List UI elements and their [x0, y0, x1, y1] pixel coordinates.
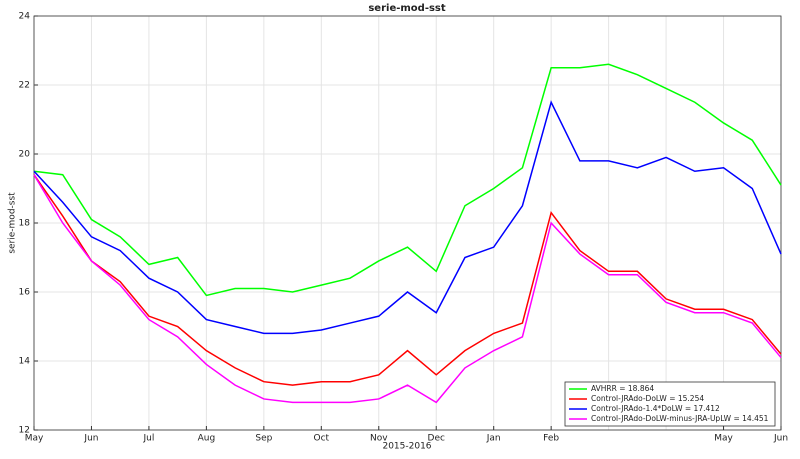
x-tick-label: Jun: [773, 434, 788, 444]
x-tick-label: Sep: [255, 434, 272, 444]
y-tick-label: 12: [19, 426, 30, 436]
y-tick-label: 24: [19, 12, 31, 22]
y-tick-label: 18: [19, 219, 31, 229]
x-tick-label: Jun: [83, 434, 98, 444]
chart-title: serie-mod-sst: [368, 3, 446, 14]
x-axis-label: 2015-2016: [382, 442, 431, 452]
x-tick-label: Jan: [486, 434, 501, 444]
series-line: [33, 174, 782, 404]
series-line: [33, 100, 782, 335]
y-tick-label: 14: [19, 357, 31, 367]
y-tick-label: 20: [19, 150, 31, 160]
legend-label: AVHRR = 18.864: [591, 384, 654, 393]
y-tick-label: 16: [19, 288, 31, 298]
x-tick-label: May: [25, 434, 44, 444]
series-line: [33, 63, 782, 297]
legend-label: Control-JRAdo-DoLW-minus-JRA-UpLW = 14.4…: [591, 414, 769, 423]
x-tick-label: Aug: [198, 434, 216, 444]
x-tick-label: Oct: [314, 434, 330, 444]
y-tick-label: 22: [19, 81, 30, 91]
axes-box: [33, 15, 782, 431]
legend-label: Control-JRAdo-1.4*DoLW = 17.412: [591, 404, 720, 413]
series-line: [33, 174, 782, 386]
legend-label: Control-JRAdo-DoLW = 15.254: [591, 394, 704, 403]
x-tick-label: Jul: [142, 434, 154, 444]
x-tick-label: Nov: [370, 434, 388, 444]
x-tick-label: Dec: [428, 434, 445, 444]
y-axis-label: serie-mod-sst: [8, 192, 18, 254]
x-tick-label: May: [714, 434, 733, 444]
x-tick-label: Feb: [543, 434, 559, 444]
legend-box: [564, 381, 776, 427]
